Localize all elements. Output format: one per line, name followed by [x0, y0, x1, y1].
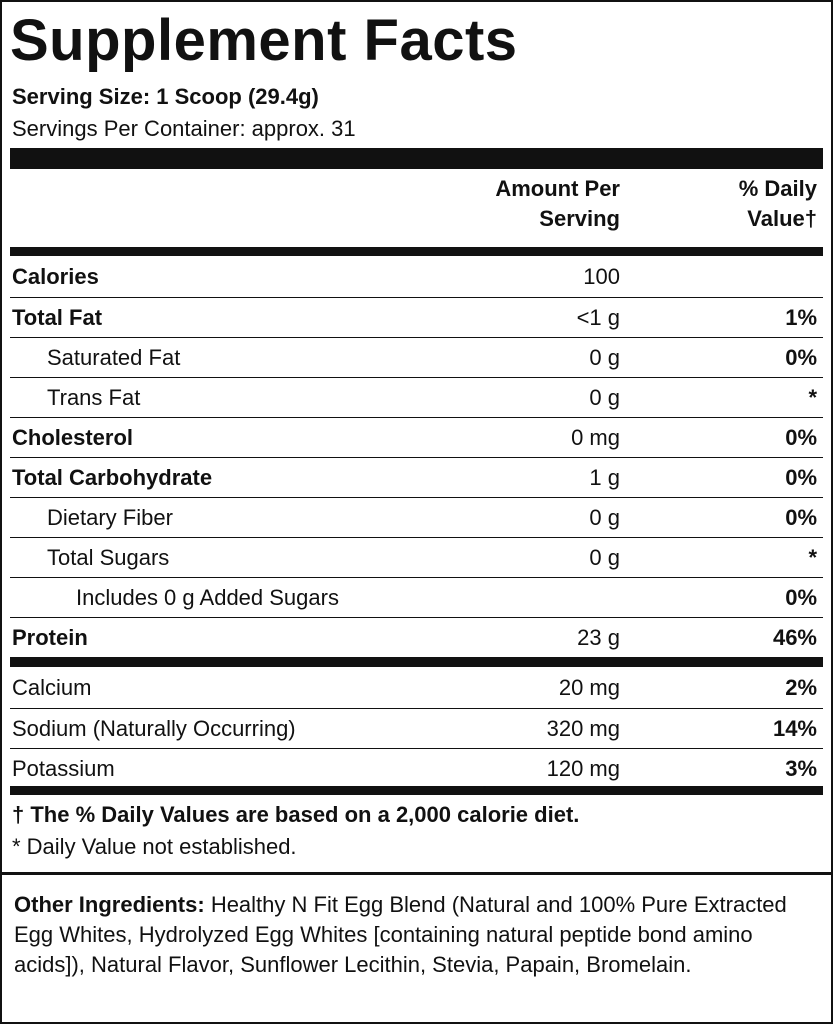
nutrient-name: Total Fat: [12, 305, 103, 330]
amount: 0 g: [589, 385, 620, 410]
daily-value: 0%: [785, 345, 817, 370]
thick-rule: [10, 657, 823, 667]
column-header: Amount Per Serving % Daily Value†: [10, 174, 823, 246]
thick-rule: [10, 247, 823, 256]
daily-value-header: % Daily Value†: [738, 176, 817, 231]
amount: 0 g: [589, 545, 620, 570]
nutrient-row: Calories 100: [10, 257, 823, 297]
nutrient-name: Cholesterol: [12, 425, 134, 450]
amount-header: Amount Per Serving: [495, 176, 620, 231]
nutrient-row: Trans Fat 0 g *: [10, 377, 823, 417]
separator: [2, 872, 831, 875]
nutrient-name: Potassium: [12, 756, 115, 781]
nutrient-row: Total Fat <1 g 1%: [10, 297, 823, 337]
ingredients-text: Healthy N Fit Egg Blend (Natural and 100…: [14, 892, 787, 977]
daily-value: 0%: [785, 585, 817, 610]
servings-per-container: Servings Per Container: approx. 31: [12, 116, 356, 141]
nutrient-row: Total Sugars 0 g *: [10, 537, 823, 577]
nutrient-name: Trans Fat: [47, 385, 141, 410]
daily-value: *: [808, 545, 817, 570]
ingredients-label: Other Ingredients:: [14, 892, 205, 917]
nutrient-row: Dietary Fiber 0 g 0%: [10, 497, 823, 537]
footnotes: † The % Daily Values are based on a 2,00…: [12, 799, 579, 863]
daily-value: 0%: [785, 505, 817, 530]
nutrient-rows: Calories 100 Total Fat <1 g 1% Saturated Fat 0…: [10, 257, 823, 657]
nutrient-row: Includes 0 g Added Sugars 0%: [10, 577, 823, 617]
daily-value: 3%: [785, 756, 817, 781]
daily-value: 0%: [785, 465, 817, 490]
nutrient-name: Saturated Fat: [47, 345, 181, 370]
thick-rule: [10, 786, 823, 795]
nutrient-row: Saturated Fat 0 g 0%: [10, 337, 823, 377]
daily-value: *: [808, 385, 817, 410]
nutrient-name: Protein: [12, 625, 88, 650]
amount: 0 g: [589, 505, 620, 530]
amount: 23 g: [577, 625, 620, 650]
daily-value: 14%: [772, 716, 817, 741]
nutrient-row: Protein 23 g 46%: [10, 617, 823, 657]
nutrient-row: Cholesterol 0 mg 0%: [10, 417, 823, 457]
mineral-rows: Calcium 20 mg 2% Sodium (Naturally Occurrin…: [10, 668, 823, 788]
amount: 120 mg: [546, 756, 620, 781]
amount: 1 g: [589, 465, 620, 490]
nutrient-name: Includes 0 g Added Sugars: [76, 585, 339, 610]
daily-value: 0%: [785, 425, 817, 450]
amount: 320 mg: [546, 716, 620, 741]
daily-value: 2%: [785, 675, 817, 700]
amount: <1 g: [576, 305, 620, 330]
daily-value: 46%: [772, 625, 817, 650]
nutrient-name: Total Carbohydrate: [12, 465, 213, 490]
nutrient-row: Calcium 20 mg 2%: [10, 668, 823, 708]
ingredients: Other Ingredients: Healthy N Fit Egg Ble…: [14, 890, 804, 980]
title: Supplement Facts: [10, 8, 518, 73]
serving-size: Serving Size: 1 Scoop (29.4g): [12, 84, 319, 109]
nutrient-name: Sodium (Naturally Occurring): [12, 716, 296, 741]
nutrient-name: Calories: [12, 264, 99, 289]
footnote: † The % Daily Values are based on a 2,00…: [12, 802, 580, 827]
nutrient-row: Total Carbohydrate 1 g 0%: [10, 457, 823, 497]
amount: 0 mg: [571, 425, 620, 450]
amount: 20 mg: [558, 675, 620, 700]
nutrient-name: Calcium: [12, 675, 92, 700]
nutrient-name: Dietary Fiber: [47, 505, 173, 530]
nutrient-row: Potassium 120 mg 3%: [10, 748, 823, 788]
nutrient-row: Sodium (Naturally Occurring) 320 mg 14%: [10, 708, 823, 748]
amount: 0 g: [589, 345, 620, 370]
amount: 100: [583, 264, 620, 289]
nutrient-name: Total Sugars: [47, 545, 170, 570]
footnote: * Daily Value not established.: [12, 834, 297, 859]
daily-value: 1%: [785, 305, 817, 330]
thick-rule: [10, 148, 823, 169]
